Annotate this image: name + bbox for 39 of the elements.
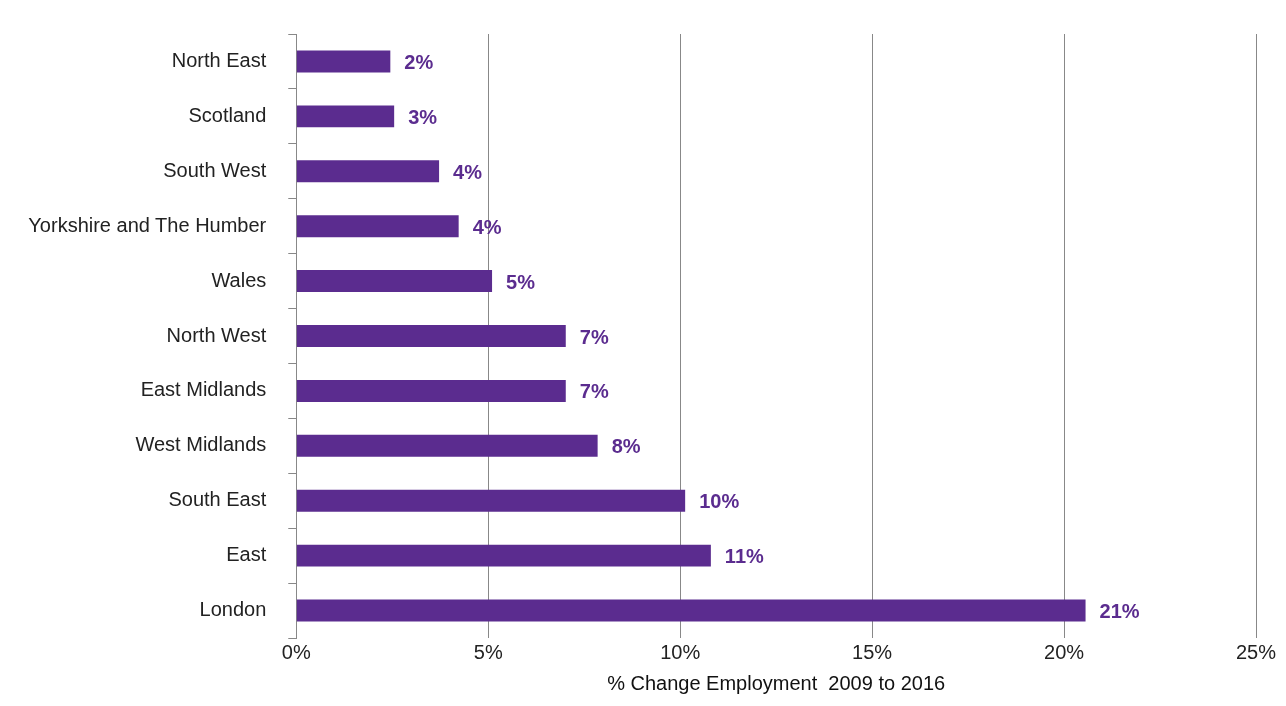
x-tick-label: 0% (281, 640, 311, 663)
y-tick-label: Scotland (188, 103, 267, 126)
data-label: 2% (404, 50, 434, 73)
x-tick-label: 10% (660, 640, 701, 663)
x-tick-label: 20% (1044, 640, 1085, 663)
bar (296, 215, 459, 238)
data-label: 5% (506, 270, 536, 293)
x-tick-label: 25% (1235, 640, 1277, 663)
bar (296, 270, 493, 293)
bar (296, 379, 566, 402)
data-label: 7% (579, 380, 609, 403)
bar (296, 160, 440, 183)
y-tick-label: South East (168, 488, 267, 511)
y-tick-label: Yorkshire and The Humber (28, 213, 267, 236)
y-tick-label: Wales (211, 268, 267, 291)
x-tick-label: 15% (852, 640, 893, 663)
y-tick-label: North West (166, 323, 267, 346)
bar (296, 50, 391, 73)
bar (296, 544, 711, 567)
y-tick-label: North East (171, 48, 267, 71)
bar (296, 325, 566, 347)
y-tick-label: London (199, 598, 267, 621)
y-tick-label: East Midlands (140, 378, 267, 401)
data-label: 4% (453, 160, 483, 183)
y-tick-label: West Midlands (135, 433, 267, 456)
y-tick-label: South West (163, 158, 267, 181)
data-label: 7% (579, 325, 609, 348)
data-label: 10% (699, 490, 740, 513)
data-label: 3% (408, 105, 438, 128)
bar (296, 599, 1086, 622)
x-tick-label: 5% (473, 640, 503, 663)
x-axis-title: % Change Employment 2009 to 2016 (607, 671, 946, 694)
data-label: 8% (611, 435, 641, 458)
data-label: 21% (1099, 600, 1140, 623)
y-tick-label: East (226, 543, 267, 566)
bar (296, 105, 395, 128)
bar (296, 434, 598, 457)
bar (296, 489, 686, 512)
data-label: 11% (724, 545, 765, 568)
